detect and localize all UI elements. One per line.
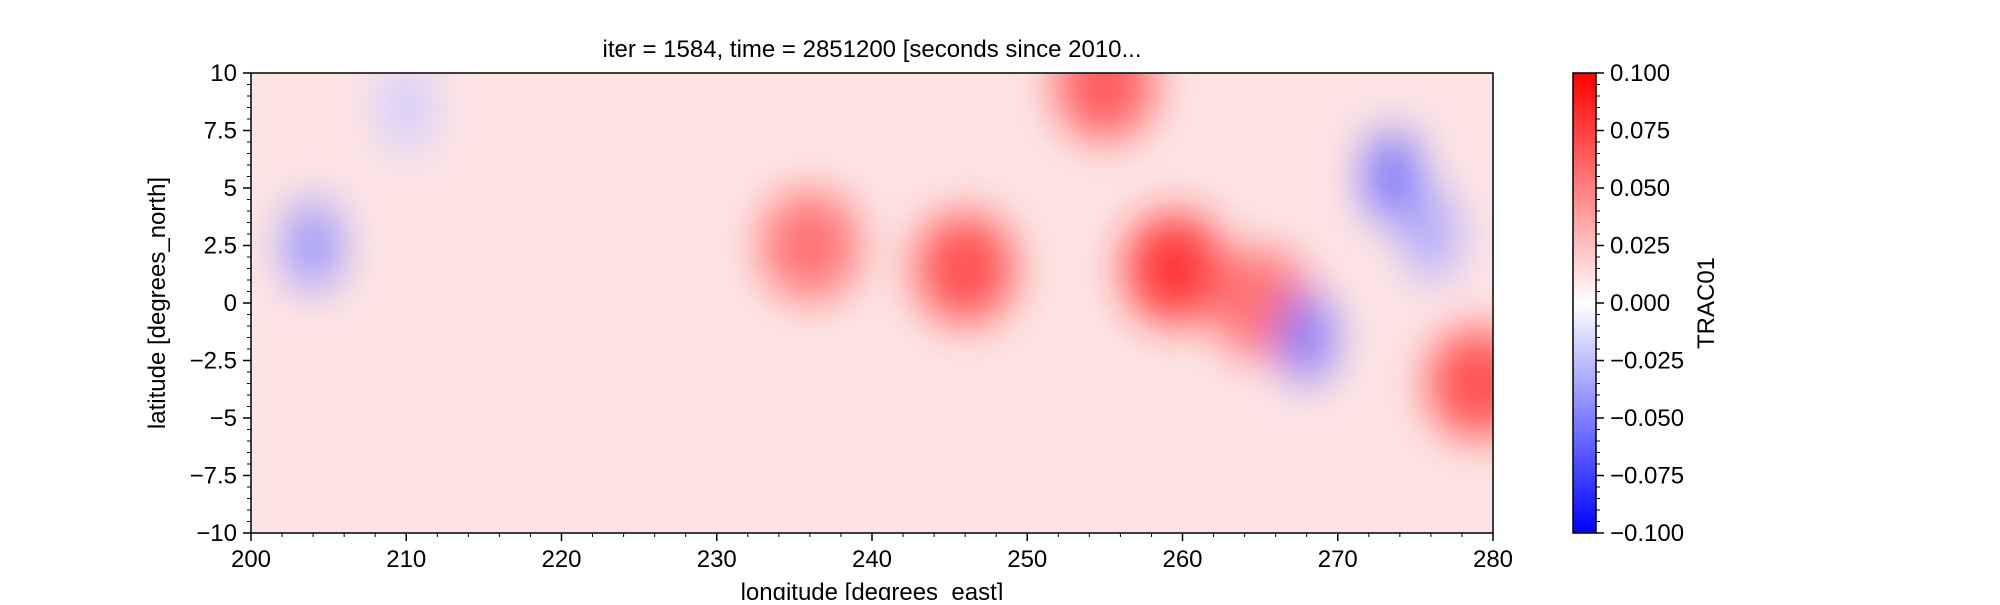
chart-title: iter = 1584, time = 2851200 [seconds sin… bbox=[602, 36, 1141, 63]
colorbar-gradient bbox=[1572, 72, 1597, 534]
x-tick-label: 230 bbox=[697, 546, 737, 573]
colorbar-tick-label: −0.075 bbox=[1610, 463, 1684, 490]
plot-area bbox=[250, 72, 1494, 534]
y-tick-label: 10 bbox=[210, 60, 237, 87]
colorbar-tick-label: −0.050 bbox=[1610, 405, 1684, 432]
field-feature-positive bbox=[1125, 213, 1225, 324]
x-tick-label: 210 bbox=[386, 546, 426, 573]
field-feature-positive bbox=[915, 213, 1015, 324]
field-feature-positive bbox=[1427, 328, 1493, 439]
y-tick-label: −7.5 bbox=[190, 463, 237, 490]
colorbar-tick-label: 0.100 bbox=[1610, 60, 1670, 87]
y-tick-label: −5 bbox=[210, 405, 237, 432]
field-feature-positive bbox=[1055, 73, 1155, 140]
field-feature-positive bbox=[760, 190, 860, 301]
colorbar-ticks: 0.100 0.075 0.050 0.025 0.000 −0.025 −0.050 −0.… bbox=[1596, 60, 1684, 547]
colorbar: 0.100 0.075 0.050 0.025 0.000 −0.025 −0.050 −0.… bbox=[1572, 60, 1720, 547]
x-tick-label: 200 bbox=[231, 546, 271, 573]
colorbar-tick-label: 0.025 bbox=[1610, 233, 1670, 260]
field-feature-negative bbox=[1402, 188, 1459, 280]
y-tick-label: −2.5 bbox=[190, 348, 237, 375]
y-tick-label: 5 bbox=[224, 175, 237, 202]
x-tick-label: 240 bbox=[852, 546, 892, 573]
colorbar-tick-label: −0.100 bbox=[1610, 520, 1684, 547]
x-tick-label: 280 bbox=[1473, 546, 1513, 573]
y-tick-label: 7.5 bbox=[204, 118, 237, 145]
x-tick-label: 270 bbox=[1318, 546, 1358, 573]
x-tick-label: 220 bbox=[541, 546, 581, 573]
x-axis-label: longitude [degrees_east] bbox=[741, 579, 1004, 600]
field-feature-negative bbox=[1364, 130, 1421, 223]
y-axis: −10 −7.5 −5 −2.5 0 2.5 5 7.5 10 bbox=[190, 60, 251, 547]
colorbar-tick-label: 0.000 bbox=[1610, 290, 1670, 317]
heatmap-field bbox=[285, 73, 1493, 439]
colorbar-tick-label: 0.050 bbox=[1610, 175, 1670, 202]
field-feature-negative bbox=[378, 73, 435, 154]
x-axis: 200 210 220 230 240 250 260 270 280 bbox=[231, 533, 1513, 573]
y-tick-label: 2.5 bbox=[204, 233, 237, 260]
field-feature-negative bbox=[1278, 291, 1335, 384]
x-tick-label: 260 bbox=[1162, 546, 1202, 573]
y-tick-label: 0 bbox=[224, 290, 237, 317]
y-tick-label: −10 bbox=[196, 520, 237, 547]
colorbar-label: TRAC01 bbox=[1693, 257, 1720, 349]
x-tick-label: 250 bbox=[1007, 546, 1047, 573]
y-axis-label: latitude [degrees_north] bbox=[144, 177, 171, 429]
colorbar-tick-label: −0.025 bbox=[1610, 348, 1684, 375]
colorbar-tick-label: 0.075 bbox=[1610, 118, 1670, 145]
field-feature-negative bbox=[285, 199, 342, 292]
